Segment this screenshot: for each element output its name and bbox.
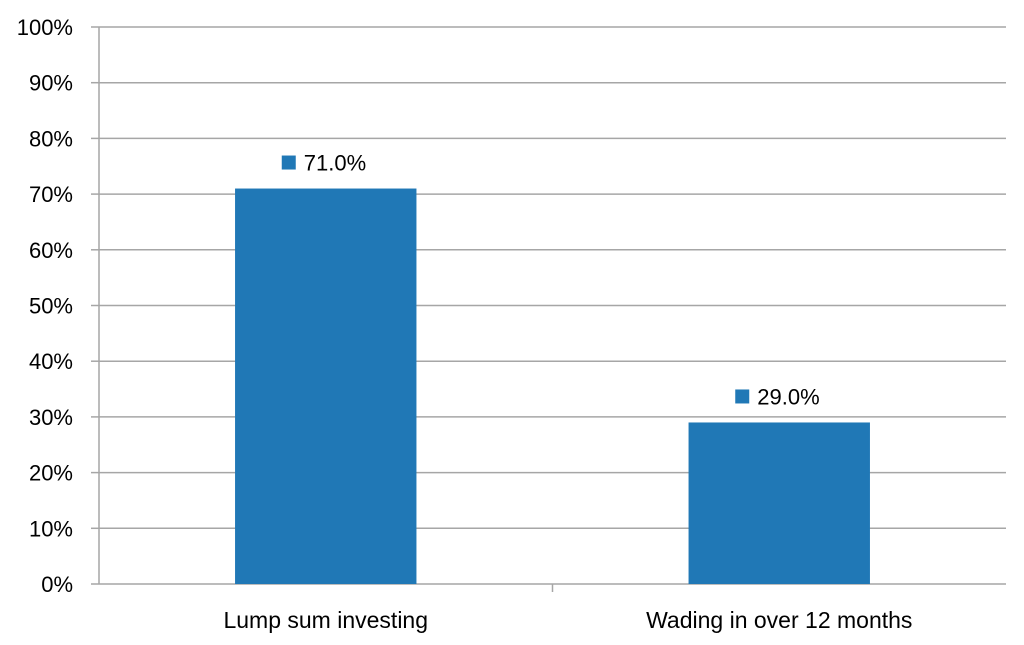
data-label-key bbox=[735, 389, 750, 404]
y-tick-label: 20% bbox=[29, 461, 73, 486]
y-tick-label: 30% bbox=[29, 405, 73, 430]
data-label: 71.0% bbox=[304, 151, 366, 176]
bar bbox=[235, 188, 417, 584]
y-tick-label: 70% bbox=[29, 182, 73, 207]
labels: 0% 10% 20% 30% 40% 50% 60% 70% 80% 90% 100% Lump su… bbox=[17, 15, 913, 633]
x-category-label: Wading in over 12 months bbox=[646, 607, 912, 633]
y-tick-label: 0% bbox=[41, 572, 73, 597]
x-category-label: Lump sum investing bbox=[223, 607, 428, 633]
bar bbox=[688, 422, 870, 584]
data-label-key bbox=[281, 155, 296, 170]
bars bbox=[235, 188, 870, 584]
y-tick-label: 10% bbox=[29, 516, 73, 541]
y-tick-label: 90% bbox=[29, 71, 73, 96]
y-tick-label: 80% bbox=[29, 126, 73, 151]
y-tick-label: 100% bbox=[17, 15, 73, 40]
data-label: 29.0% bbox=[757, 384, 819, 409]
y-tick-label: 50% bbox=[29, 294, 73, 319]
y-tick-label: 60% bbox=[29, 238, 73, 263]
y-tick-label: 40% bbox=[29, 349, 73, 374]
